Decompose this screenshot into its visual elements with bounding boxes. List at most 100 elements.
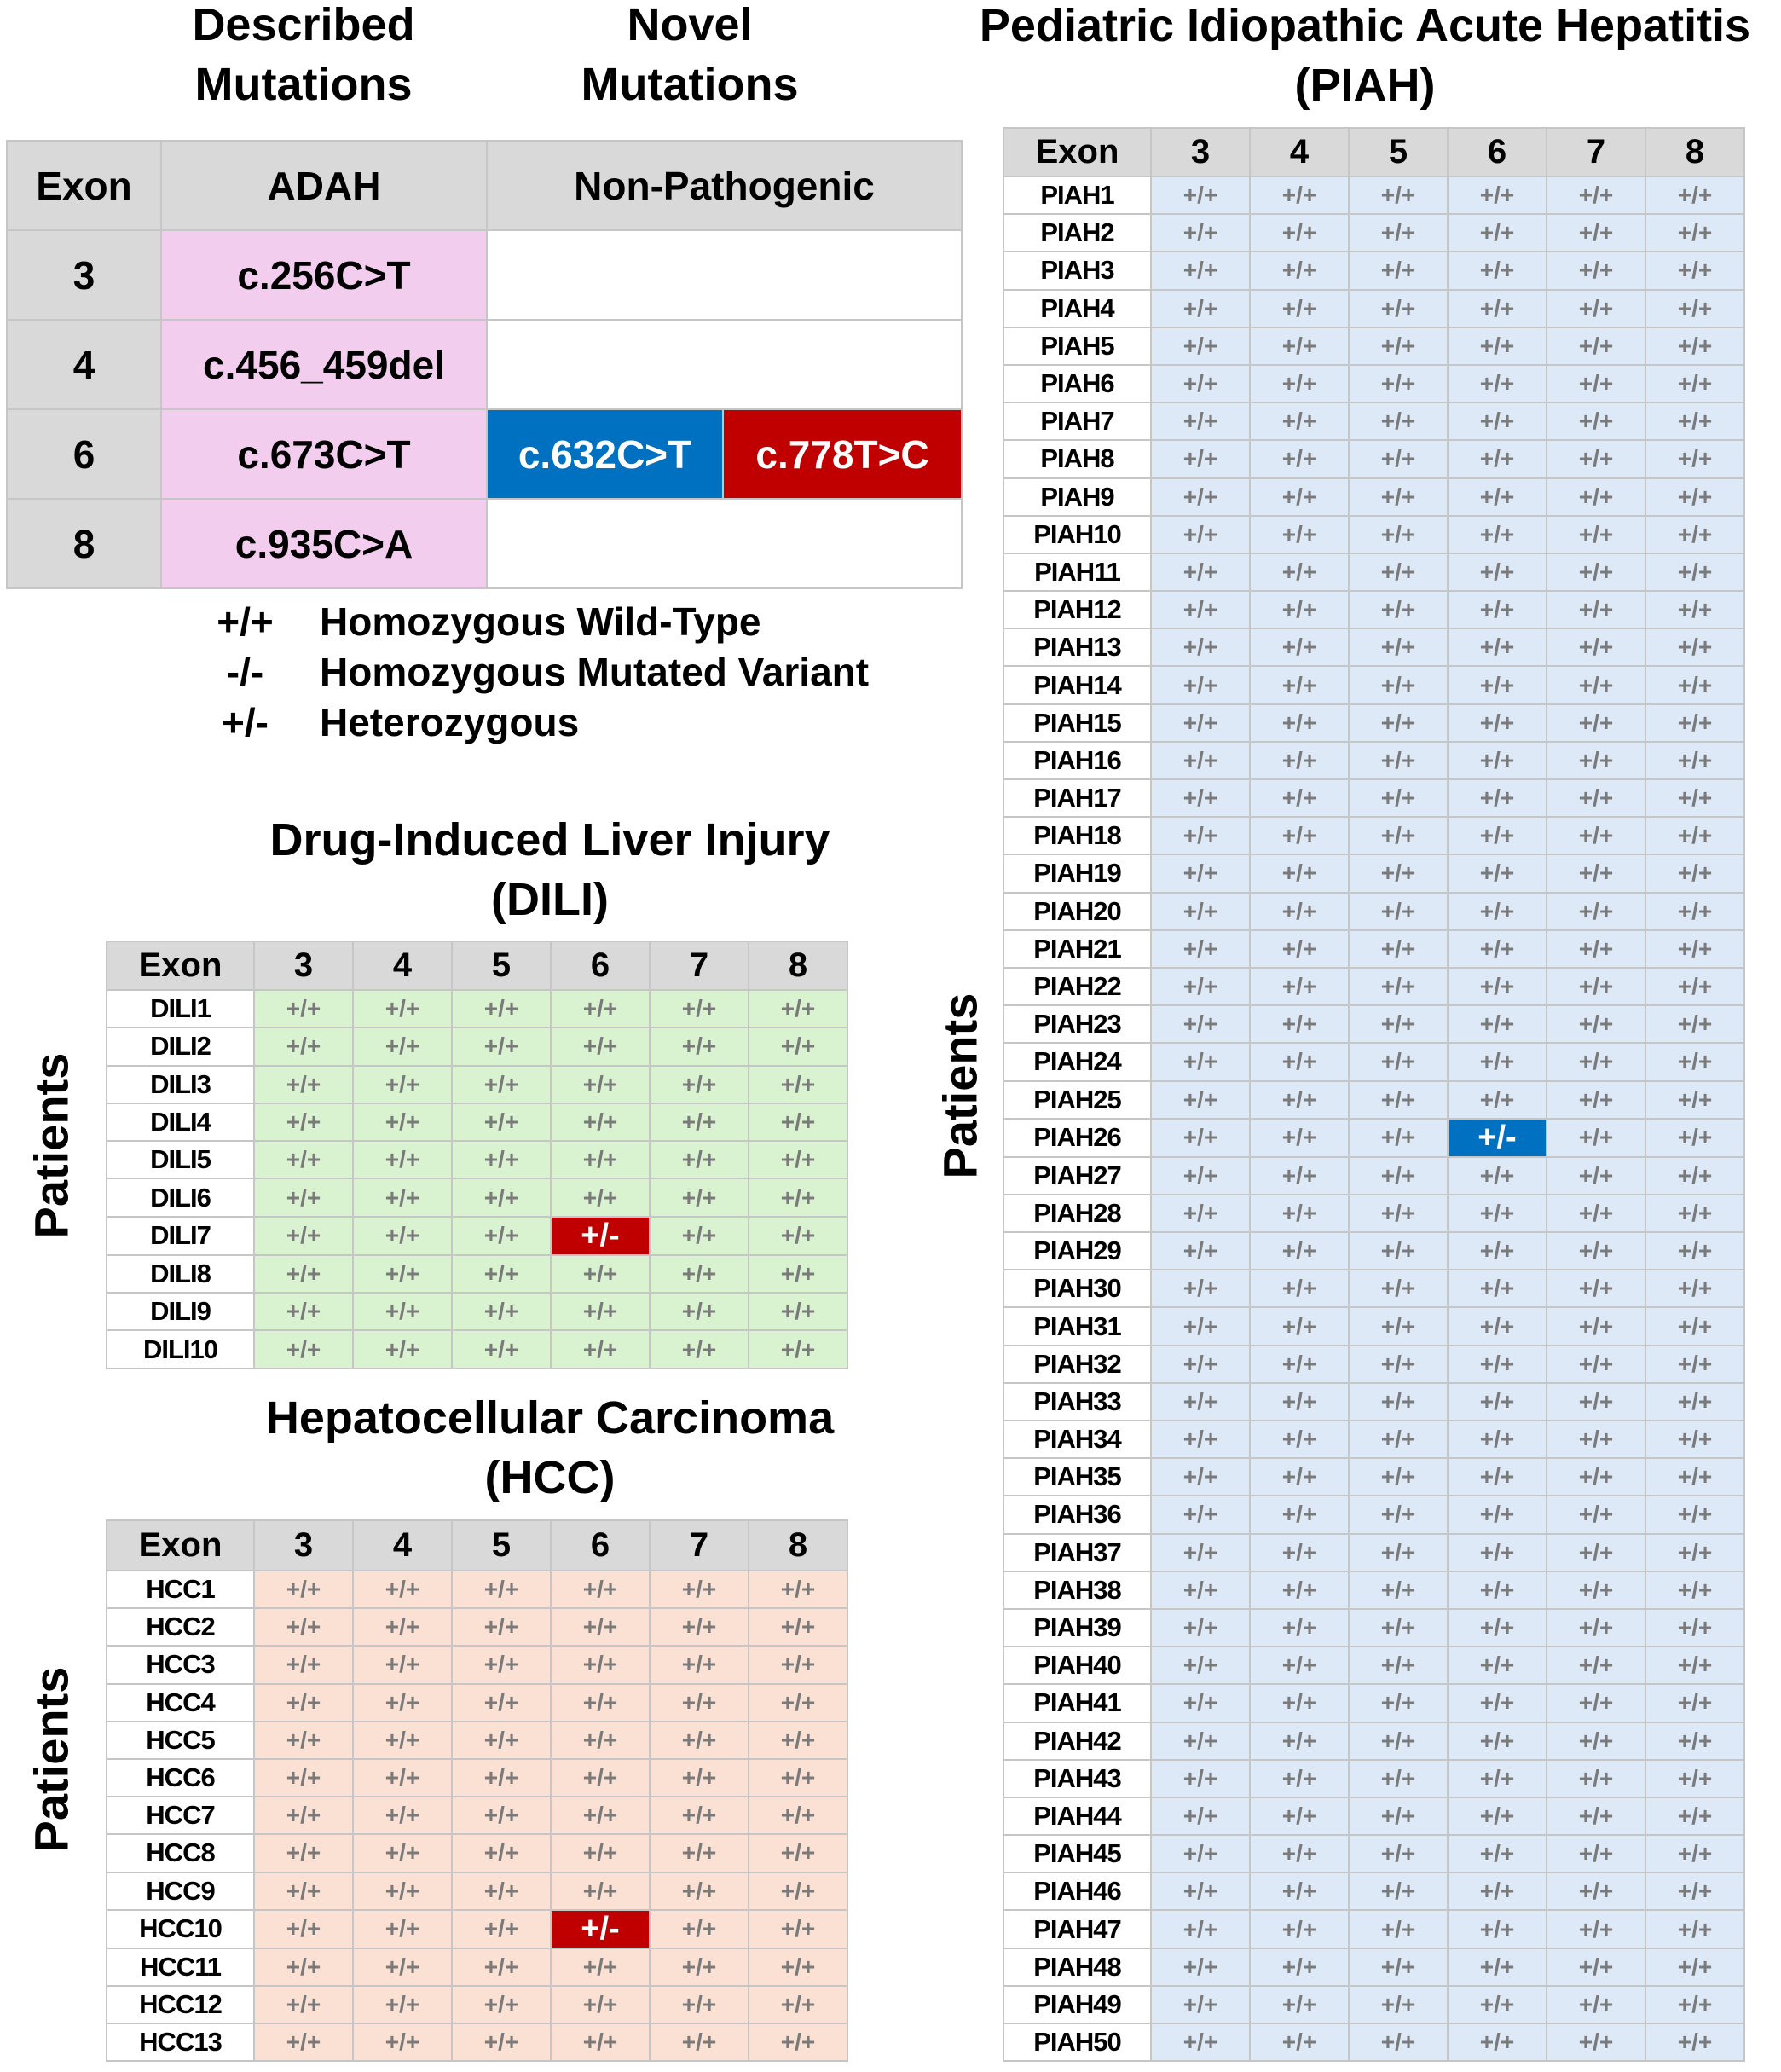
genotype-cell: +/+ <box>1249 1758 1350 1798</box>
genotype-cell: +/+ <box>1645 175 1745 216</box>
exon-column-header: 5 <box>451 941 552 991</box>
patient-id: DILI6 <box>106 1178 255 1218</box>
non-pathogenic-empty-cell <box>485 229 963 321</box>
genotype-cell: +/+ <box>253 1140 354 1180</box>
piah-heading: Pediatric Idiopathic Acute Hepatitis (PI… <box>956 0 1774 115</box>
genotype-cell: +/+ <box>1645 1381 1745 1422</box>
patient-id: PIAH40 <box>1003 1646 1152 1686</box>
genotype-cell: +/+ <box>1447 740 1547 781</box>
genotype-cell: +/+ <box>1546 175 1646 216</box>
genotype-cell: +/+ <box>1348 1419 1449 1460</box>
heading-line: Described <box>192 0 415 50</box>
patient-row: PIAH1 +/+ +/+ +/+ +/+ +/+ +/+ <box>1003 175 1745 216</box>
genotype-cell: +/+ <box>1546 213 1646 253</box>
genotype-cell: +/+ <box>1348 590 1449 630</box>
genotype-cell: +/+ <box>1249 628 1350 668</box>
patient-id: PIAH35 <box>1003 1457 1152 1497</box>
patient-row: PIAH18 +/+ +/+ +/+ +/+ +/+ +/+ <box>1003 816 1745 856</box>
patient-id: PIAH6 <box>1003 363 1152 404</box>
non-pathogenic-header: Non-Pathogenic <box>485 140 963 231</box>
genotype-cell: +/+ <box>1150 854 1251 894</box>
genotype-cell: +/+ <box>649 1178 749 1218</box>
genotype-cell: +/+ <box>352 1102 453 1143</box>
genotype-cell: +/+ <box>1447 175 1547 216</box>
genotype-cell: +/+ <box>1546 1042 1646 1082</box>
genotype-cell: +/+ <box>1546 552 1646 593</box>
patient-row: PIAH48 +/+ +/+ +/+ +/+ +/+ +/+ <box>1003 1947 1745 1987</box>
genotype-cell: +/+ <box>1447 1306 1547 1346</box>
patient-row: PIAH45 +/+ +/+ +/+ +/+ +/+ +/+ <box>1003 1834 1745 1874</box>
genotype-cell: +/+ <box>1249 2022 1350 2063</box>
genotype-cell: +/+ <box>1546 891 1646 931</box>
patient-row: PIAH13 +/+ +/+ +/+ +/+ +/+ +/+ <box>1003 628 1745 668</box>
genotype-legend: +/+ Homozygous Wild-Type -/- Homozygous Mut… <box>171 597 869 748</box>
genotype-cell: +/+ <box>1348 1796 1449 1837</box>
patient-id: PIAH16 <box>1003 740 1152 781</box>
genotype-cell: +/+ <box>748 1984 848 2025</box>
exon-column-header: 4 <box>352 1519 453 1571</box>
genotype-cell: +/+ <box>649 1329 749 1369</box>
patient-row: PIAH21 +/+ +/+ +/+ +/+ +/+ +/+ <box>1003 929 1745 969</box>
exon-column-header: 8 <box>1645 127 1745 177</box>
genotype-cell: +/+ <box>1150 552 1251 593</box>
patient-row: HCC13 +/+ +/+ +/+ +/+ +/+ +/+ <box>106 2023 848 2063</box>
genotype-cell: +/+ <box>748 2023 848 2063</box>
hcc-patients-axis-label: Patients <box>24 1666 78 1853</box>
genotype-cell: +/+ <box>1348 1079 1449 1120</box>
genotype-cell: +/+ <box>1645 1079 1745 1120</box>
exon-column-header: 3 <box>253 941 354 991</box>
genotype-cell: +/+ <box>1546 1117 1646 1158</box>
patient-row: PIAH10 +/+ +/+ +/+ +/+ +/+ +/+ <box>1003 514 1745 554</box>
genotype-cell: +/+ <box>1447 966 1547 1007</box>
genotype-cell: +/+ <box>1348 1872 1449 1912</box>
genotype-cell: +/+ <box>1546 1419 1646 1460</box>
genotype-cell: +/+ <box>1348 175 1449 216</box>
genotype-cell: +/+ <box>1645 1532 1745 1572</box>
patient-row: PIAH26 +/+ +/+ +/+ +/- +/+ +/+ <box>1003 1117 1745 1158</box>
patient-id: PIAH9 <box>1003 477 1152 517</box>
patient-row: DILI1 +/+ +/+ +/+ +/+ +/+ +/+ <box>106 988 848 1029</box>
genotype-cell: +/+ <box>1150 665 1251 705</box>
genotype-cell: +/+ <box>1150 929 1251 969</box>
genotype-cell: +/+ <box>649 1215 749 1256</box>
genotype-cell: +/+ <box>1150 1834 1251 1874</box>
genotype-cell: +/+ <box>748 988 848 1029</box>
genotype-cell: +/+ <box>1447 1909 1547 1949</box>
genotype-cell: +/+ <box>1150 1193 1251 1234</box>
genotype-cell: +/+ <box>550 1292 651 1332</box>
genotype-cell: +/+ <box>649 1645 749 1685</box>
genotype-cell: +/+ <box>1447 1419 1547 1460</box>
described-mutations-heading: Described Mutations <box>176 0 431 114</box>
patient-id: PIAH34 <box>1003 1419 1152 1460</box>
genotype-cell: +/+ <box>1150 740 1251 781</box>
genotype-cell: +/+ <box>1645 929 1745 969</box>
genotype-cell: +/+ <box>1546 1646 1646 1686</box>
heading-line: Hepatocellular Carcinoma <box>265 1392 835 1444</box>
genotype-cell: +/+ <box>1447 402 1547 442</box>
genotype-cell: +/+ <box>451 1682 552 1722</box>
exon-header-row: Exon 3 4 5 6 7 8 <box>1003 127 1745 177</box>
genotype-cell: +/+ <box>1348 1532 1449 1572</box>
patient-id: DILI3 <box>106 1064 255 1104</box>
patient-row: HCC5 +/+ +/+ +/+ +/+ +/+ +/+ <box>106 1720 848 1760</box>
genotype-cell: +/+ <box>1645 1607 1745 1648</box>
genotype-cell: +/+ <box>1546 514 1646 554</box>
genotype-cell: +/+ <box>1249 966 1350 1007</box>
genotype-cell: +/+ <box>1249 1984 1350 2025</box>
genotype-cell: +/+ <box>550 1569 651 1610</box>
genotype-cell: +/+ <box>1249 1193 1350 1234</box>
genotype-cell: +/+ <box>1348 1909 1449 1949</box>
genotype-cell: +/+ <box>1348 2022 1449 2063</box>
genotype-cell: +/+ <box>253 1292 354 1332</box>
exon-column-header: 4 <box>352 941 453 991</box>
patient-id: DILI10 <box>106 1329 255 1369</box>
genotype-cell: +/+ <box>1645 966 1745 1007</box>
genotype-cell: +/+ <box>1348 402 1449 442</box>
patient-id: PIAH36 <box>1003 1495 1152 1535</box>
patient-id: HCC1 <box>106 1569 255 1610</box>
genotype-cell: +/+ <box>1249 1419 1350 1460</box>
patient-id: HCC7 <box>106 1796 255 1836</box>
genotype-cell: +/+ <box>1150 816 1251 856</box>
genotype-cell: +/+ <box>1645 891 1745 931</box>
patient-id: DILI1 <box>106 988 255 1029</box>
